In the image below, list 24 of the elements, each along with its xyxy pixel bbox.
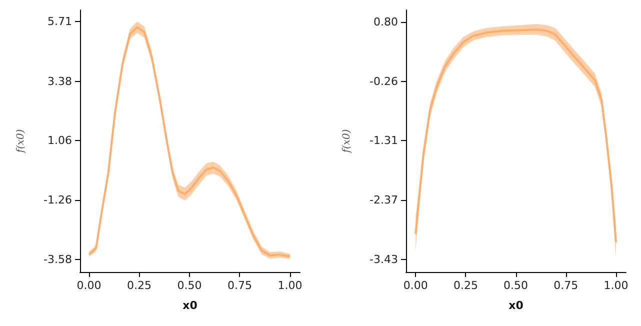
y-tick-label: 3.38 xyxy=(48,74,72,88)
x-tick-label: 0.75 xyxy=(554,279,578,292)
y-axis-title: f(x0) xyxy=(342,129,352,154)
x-tick-label: 1.00 xyxy=(278,279,302,292)
x-tick-label: 0.00 xyxy=(403,279,428,292)
y-tick-label: -3.58 xyxy=(44,253,72,266)
x-tick-label: 0.75 xyxy=(227,279,252,292)
x-tick-label: 0.50 xyxy=(177,279,202,292)
y-tick-label: -0.26 xyxy=(370,74,398,88)
y-tick-label: 5.71 xyxy=(48,15,72,28)
y-tick-label: -3.43 xyxy=(370,253,398,266)
x-axis-title: x0 xyxy=(508,299,524,312)
y-tick-label: 1.06 xyxy=(48,134,72,148)
x-tick-label: 1.00 xyxy=(604,279,628,292)
y-tick-label: 0.80 xyxy=(374,15,398,28)
y-axis-title: f(x0) xyxy=(16,129,26,154)
y-tick-label: -1.26 xyxy=(44,194,72,207)
y-tick-label: -1.31 xyxy=(370,134,398,147)
x-tick-label: 0.25 xyxy=(453,279,478,292)
x-axis-title: x0 xyxy=(182,299,198,312)
x-tick-label: 0.50 xyxy=(504,279,528,292)
y-tick-label: -2.37 xyxy=(370,194,398,207)
x-tick-label: 0.25 xyxy=(127,279,152,292)
x-tick-label: 0.00 xyxy=(76,279,102,292)
